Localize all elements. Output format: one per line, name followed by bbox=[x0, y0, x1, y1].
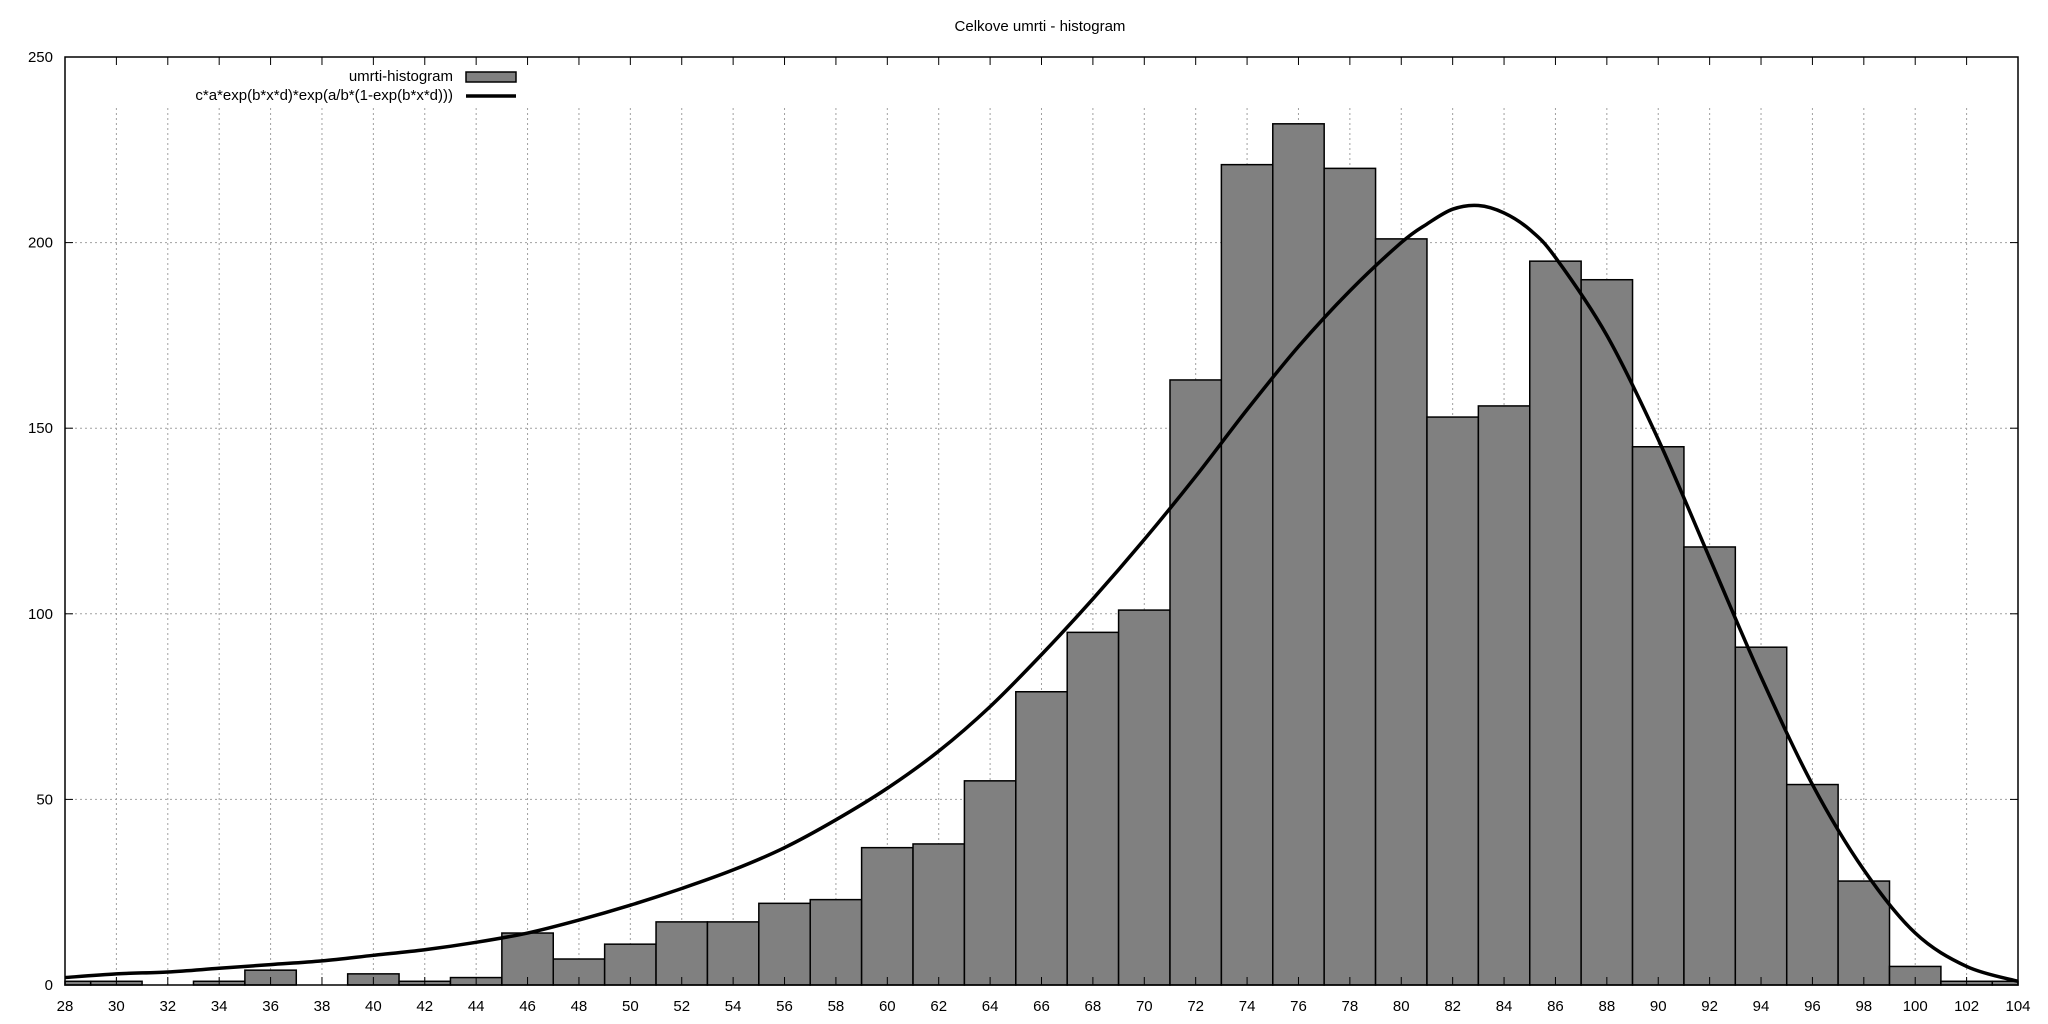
x-tick-label: 78 bbox=[1342, 998, 1359, 1015]
histogram-bar bbox=[1066, 631, 1120, 986]
histogram-bar bbox=[963, 780, 1017, 986]
fit-curve-line bbox=[64, 203, 2019, 983]
plot-border bbox=[64, 56, 2019, 986]
axes: 28 30 32 34 36 38 40 42 44 46 48 50 52 54 56 58 60 62 64 66… bbox=[28, 49, 2031, 1015]
x-tick-label: 100 bbox=[1903, 998, 1928, 1015]
x-tick-label: 86 bbox=[1547, 998, 1564, 1015]
x-tick-label: 38 bbox=[314, 998, 331, 1015]
x-tick-label: 90 bbox=[1650, 998, 1667, 1015]
y-tick-label: 50 bbox=[36, 791, 53, 808]
y-tick-label: 0 bbox=[45, 977, 53, 994]
histogram-bar bbox=[1117, 609, 1171, 986]
y-tick-label: 100 bbox=[28, 606, 53, 623]
y-tick-label: 250 bbox=[28, 49, 53, 66]
histogram-bar bbox=[1426, 416, 1480, 986]
x-tick-label: 52 bbox=[673, 998, 690, 1015]
y-tick-label: 200 bbox=[28, 235, 53, 252]
x-tick-label: 54 bbox=[725, 998, 742, 1015]
chart-title: Celkove umrti - histogram bbox=[955, 18, 1126, 35]
x-tick-label: 62 bbox=[930, 998, 947, 1015]
histogram-bar bbox=[1529, 260, 1582, 986]
x-tick-label: 74 bbox=[1239, 998, 1256, 1015]
x-tick-label: 56 bbox=[776, 998, 793, 1015]
x-tick-label: 28 bbox=[57, 998, 74, 1015]
x-tick-label: 60 bbox=[879, 998, 896, 1015]
x-tick-label: 92 bbox=[1701, 998, 1718, 1015]
x-tick-label: 72 bbox=[1187, 998, 1204, 1015]
histogram-bar bbox=[1580, 278, 1634, 986]
x-tick-label: 98 bbox=[1855, 998, 1872, 1015]
histogram-bar bbox=[1323, 167, 1377, 986]
legend-label-histogram: umrti-histogram bbox=[349, 68, 453, 85]
x-tick-label: 48 bbox=[571, 998, 588, 1015]
histogram-bar bbox=[655, 921, 709, 986]
histogram-bar bbox=[1837, 880, 1891, 986]
x-tick-label: 64 bbox=[982, 998, 999, 1015]
legend: umrti-histogram c*a*exp(b*x*d)*exp(a/b*(… bbox=[195, 68, 517, 104]
histogram-bar bbox=[809, 898, 863, 986]
x-tick-label: 96 bbox=[1804, 998, 1821, 1015]
x-tick-label: 76 bbox=[1290, 998, 1307, 1015]
x-tick-label: 88 bbox=[1598, 998, 1615, 1015]
x-tick-label: 84 bbox=[1496, 998, 1513, 1015]
histogram-bars bbox=[64, 123, 2019, 986]
histogram-bar bbox=[1015, 691, 1068, 986]
histogram-bar bbox=[912, 843, 966, 986]
x-tick-label: 58 bbox=[828, 998, 845, 1015]
y-tick-label: 150 bbox=[28, 420, 53, 437]
x-tick-label: 40 bbox=[365, 998, 382, 1015]
histogram-bar bbox=[1374, 238, 1428, 986]
histogram-bar bbox=[706, 921, 760, 986]
histogram-bar bbox=[1631, 446, 1685, 986]
x-tick-label: 82 bbox=[1444, 998, 1461, 1015]
x-tick-label: 80 bbox=[1393, 998, 1410, 1015]
x-tick-label: 36 bbox=[262, 998, 279, 1015]
histogram-bar bbox=[1734, 646, 1788, 986]
x-tick-label: 42 bbox=[416, 998, 433, 1015]
histogram-bar bbox=[1220, 163, 1274, 986]
histogram-bar bbox=[758, 902, 811, 986]
x-tick-label: 70 bbox=[1136, 998, 1153, 1015]
histogram-bar bbox=[860, 846, 914, 986]
x-tick-label: 68 bbox=[1085, 998, 1102, 1015]
fit-curve bbox=[64, 203, 2019, 983]
legend-swatch-histogram bbox=[465, 71, 517, 83]
legend-label-fit-curve: c*a*exp(b*x*d)*exp(a/b*(1-exp(b*x*d))) bbox=[195, 87, 453, 104]
histogram-bar bbox=[1477, 405, 1531, 986]
x-tick-label: 34 bbox=[211, 998, 228, 1015]
x-tick-label: 66 bbox=[1033, 998, 1050, 1015]
x-tick-label: 32 bbox=[159, 998, 176, 1015]
histogram-bar bbox=[1272, 123, 1325, 986]
x-tick-label: 104 bbox=[2005, 998, 2030, 1015]
histogram-bar bbox=[1683, 546, 1737, 986]
x-tick-label: 94 bbox=[1753, 998, 1770, 1015]
x-tick-label: 44 bbox=[468, 998, 485, 1015]
x-tick-label: 30 bbox=[108, 998, 125, 1015]
x-tick-label: 102 bbox=[1954, 998, 1979, 1015]
histogram-bar bbox=[1169, 379, 1223, 986]
x-tick-label: 50 bbox=[622, 998, 639, 1015]
x-tick-label: 46 bbox=[519, 998, 536, 1015]
